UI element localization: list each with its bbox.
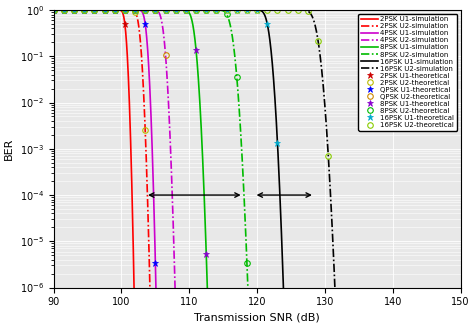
- Y-axis label: BER: BER: [4, 138, 14, 160]
- Legend: 2PSK U1-simulation, 2PSK U2-simulation, 4PSK U1-simulation, 4PSK U2-simulation, : 2PSK U1-simulation, 2PSK U2-simulation, …: [358, 13, 457, 131]
- X-axis label: Transmission SNR (dB): Transmission SNR (dB): [194, 313, 320, 323]
